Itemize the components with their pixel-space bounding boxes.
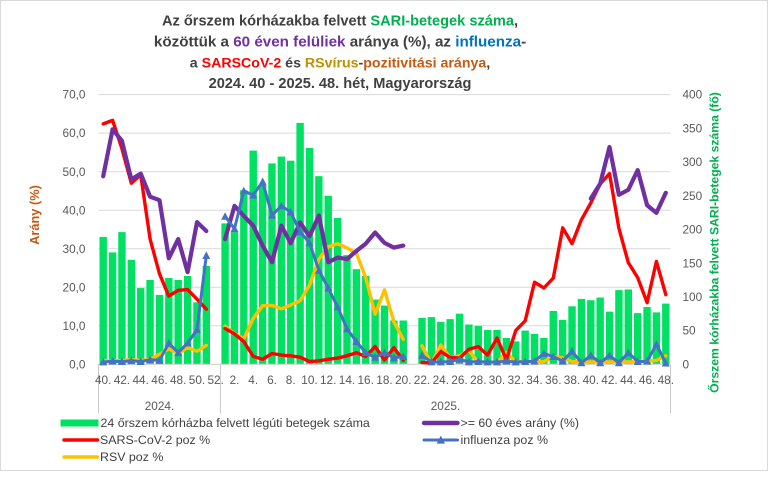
- svg-text:0: 0: [683, 357, 690, 371]
- svg-text:4.: 4.: [248, 373, 258, 387]
- svg-text:70,0: 70,0: [63, 88, 86, 102]
- svg-text:250: 250: [683, 189, 703, 203]
- svg-text:24 őrszem kórházba felvett lég: 24 őrszem kórházba felvett légúti betege…: [101, 416, 370, 430]
- svg-text:Az őrszem kórházakba felvett S: Az őrszem kórházakba felvett SARI-betege…: [162, 14, 518, 30]
- svg-text:44.: 44.: [132, 373, 148, 387]
- svg-text:300: 300: [683, 155, 703, 169]
- svg-text:a SARSCoV-2 és RSvírus-pozitiv: a SARSCoV-2 és RSvírus-pozitivitási arán…: [190, 55, 490, 71]
- svg-text:50: 50: [683, 324, 697, 338]
- svg-text:40.: 40.: [583, 373, 599, 387]
- svg-text:20.: 20.: [395, 373, 411, 387]
- svg-text:26.: 26.: [451, 373, 467, 387]
- svg-text:18.: 18.: [376, 373, 392, 387]
- svg-text:Őrszem kórházakba felvett SARI: Őrszem kórházakba felvett SARI-betegek s…: [707, 92, 722, 393]
- svg-text:Arány (%): Arány (%): [27, 185, 42, 245]
- svg-text:24.: 24.: [433, 373, 449, 387]
- svg-text:SARS-CoV-2 poz %: SARS-CoV-2 poz %: [100, 433, 210, 447]
- svg-text:12.: 12.: [320, 373, 336, 387]
- svg-text:50.: 50.: [189, 373, 205, 387]
- svg-text:2.: 2.: [230, 373, 240, 387]
- svg-text:2024. 40 - 2025. 48. hét, Magy: 2024. 40 - 2025. 48. hét, Magyarország: [209, 76, 472, 92]
- svg-text:30,0: 30,0: [63, 242, 86, 256]
- svg-text:40.: 40.: [95, 373, 111, 387]
- svg-text:6.: 6.: [267, 373, 277, 387]
- svg-text:influenza poz %: influenza poz %: [461, 433, 548, 447]
- svg-text:14.: 14.: [339, 373, 355, 387]
- svg-text:350: 350: [683, 121, 703, 135]
- svg-text:36.: 36.: [545, 373, 561, 387]
- svg-text:16.: 16.: [357, 373, 373, 387]
- svg-text:32.: 32.: [508, 373, 524, 387]
- svg-text:2025.: 2025.: [431, 399, 461, 413]
- svg-text:20,0: 20,0: [63, 280, 86, 294]
- svg-text:2024.: 2024.: [145, 399, 175, 413]
- svg-text:46.: 46.: [639, 373, 655, 387]
- svg-text:közöttük a 60 éven felüliek ar: közöttük a 60 éven felüliek aránya (%), …: [154, 33, 526, 50]
- svg-text:8.: 8.: [286, 373, 296, 387]
- svg-text:38.: 38.: [564, 373, 580, 387]
- svg-text:46.: 46.: [151, 373, 167, 387]
- svg-text:400: 400: [683, 88, 703, 102]
- svg-text:60,0: 60,0: [63, 126, 86, 140]
- svg-text:44.: 44.: [620, 373, 636, 387]
- svg-text:200: 200: [683, 223, 703, 237]
- svg-text:22.: 22.: [414, 373, 430, 387]
- svg-text:10,0: 10,0: [63, 319, 86, 333]
- svg-text:>= 60 éves arány (%): >= 60 éves arány (%): [461, 416, 579, 430]
- svg-text:48.: 48.: [170, 373, 186, 387]
- svg-text:42.: 42.: [114, 373, 130, 387]
- svg-text:34.: 34.: [526, 373, 542, 387]
- svg-text:48.: 48.: [658, 373, 674, 387]
- svg-text:40,0: 40,0: [63, 203, 86, 217]
- svg-text:28.: 28.: [470, 373, 486, 387]
- svg-text:100: 100: [683, 290, 703, 304]
- svg-text:52.: 52.: [207, 373, 223, 387]
- svg-text:150: 150: [683, 256, 703, 270]
- svg-text:42.: 42.: [601, 373, 617, 387]
- svg-text:0,0: 0,0: [69, 357, 86, 371]
- svg-text:10.: 10.: [301, 373, 317, 387]
- svg-text:50,0: 50,0: [63, 165, 86, 179]
- svg-text:RSV poz %: RSV poz %: [100, 450, 163, 464]
- svg-text:30.: 30.: [489, 373, 505, 387]
